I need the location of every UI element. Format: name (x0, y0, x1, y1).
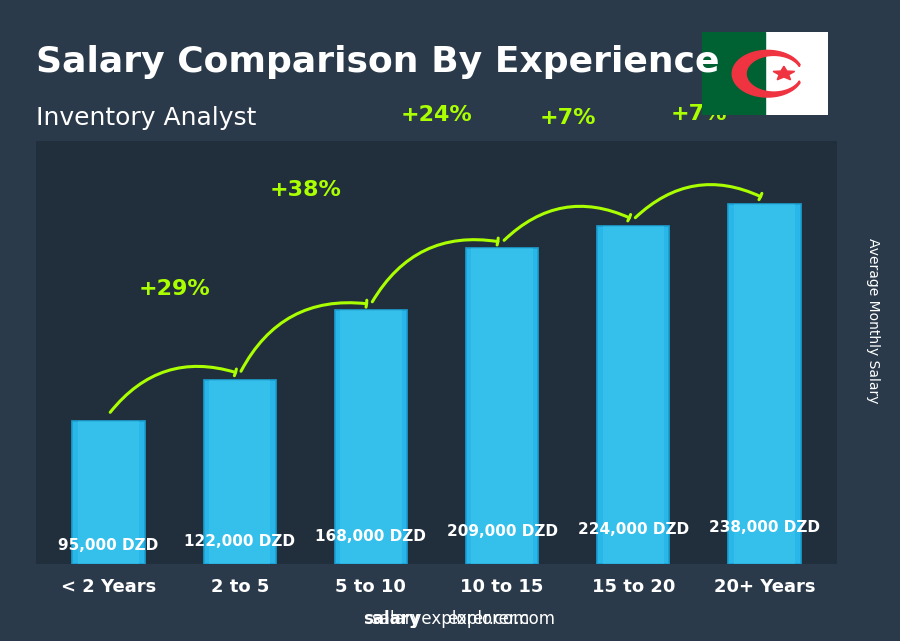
Bar (765, 32, 828, 115)
Bar (603, 226, 664, 564)
Text: explorer.com: explorer.com (447, 610, 555, 628)
Text: 238,000 DZD: 238,000 DZD (709, 520, 820, 535)
Text: +38%: +38% (269, 180, 341, 200)
Text: 224,000 DZD: 224,000 DZD (578, 522, 689, 537)
Text: +29%: +29% (139, 279, 210, 299)
Polygon shape (773, 66, 795, 79)
Text: Inventory Analyst: Inventory Analyst (36, 106, 256, 129)
Bar (77, 420, 140, 564)
Bar (203, 379, 275, 564)
Bar (209, 379, 270, 564)
Text: salary: salary (363, 610, 420, 628)
Text: 209,000 DZD: 209,000 DZD (446, 524, 558, 539)
Bar (702, 32, 765, 115)
Polygon shape (733, 51, 800, 97)
Text: 95,000 DZD: 95,000 DZD (58, 538, 158, 553)
Bar (335, 310, 407, 564)
Bar (340, 310, 401, 564)
Text: 122,000 DZD: 122,000 DZD (184, 535, 295, 549)
Bar (728, 204, 801, 564)
Text: Salary Comparison By Experience: Salary Comparison By Experience (36, 45, 719, 79)
Bar (472, 248, 533, 564)
Bar (598, 226, 670, 564)
Text: salaryexplorer.com: salaryexplorer.com (371, 610, 529, 628)
Bar (734, 204, 796, 564)
Text: +24%: +24% (400, 105, 472, 125)
Text: Average Monthly Salary: Average Monthly Salary (866, 238, 880, 403)
Text: +7%: +7% (670, 104, 727, 124)
Bar (466, 248, 538, 564)
Bar (72, 420, 145, 564)
Text: +7%: +7% (539, 108, 596, 128)
Text: 168,000 DZD: 168,000 DZD (316, 529, 427, 544)
